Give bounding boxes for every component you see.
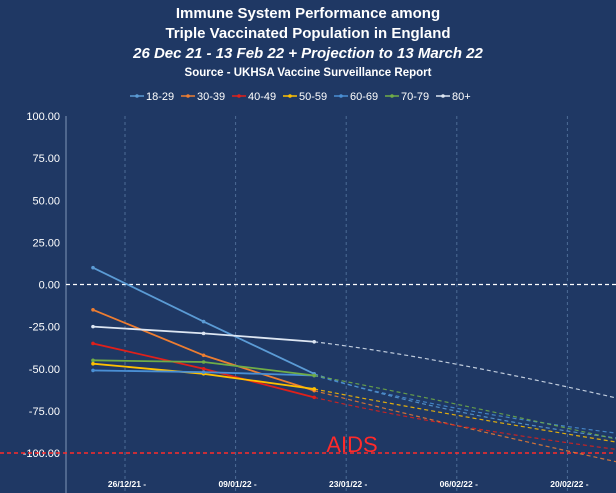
legend-label: 80+ (452, 91, 471, 103)
y-tick-label: 100.00 (26, 111, 60, 123)
data-point (91, 265, 95, 270)
legend-item-50-59: 50-59 (283, 91, 327, 103)
data-point (91, 307, 95, 312)
series-30-39 (91, 307, 616, 463)
x-tick-label: 26/12/21 - (108, 479, 146, 489)
y-tick-label: -100.00 (23, 448, 60, 460)
y-tick-label: -75.00 (29, 406, 60, 418)
legend-label: 60-69 (350, 91, 378, 103)
chart-source: Source - UKHSA Vaccine Surveillance Repo… (184, 67, 432, 79)
legend-marker (186, 94, 190, 98)
legend-label: 18-29 (146, 91, 174, 103)
data-point (201, 370, 206, 374)
legend-item-80+: 80+ (436, 91, 471, 103)
data-point (312, 339, 317, 344)
data-point (201, 360, 206, 364)
data-point (312, 395, 317, 400)
y-tick-label: 0.00 (39, 280, 60, 292)
projection-line (314, 374, 616, 434)
y-tick-label: 75.00 (32, 153, 60, 165)
grid (65, 116, 568, 493)
chart-title-line-1: Immune System Performance among (175, 5, 441, 22)
series-70-79 (91, 358, 616, 440)
x-tick-label: 20/02/22 - (550, 479, 588, 489)
data-point (201, 319, 206, 324)
x-axis: 26/12/21 - 09/01/22 - 23/01/22 - 06/02/22 -… (108, 479, 589, 489)
legend-marker (441, 94, 445, 98)
legend-marker (237, 94, 241, 98)
x-tick-label: 06/02/22 - (440, 479, 478, 489)
legend-label: 30-39 (197, 91, 225, 103)
data-point (91, 341, 95, 346)
legend-item-60-69: 60-69 (334, 91, 378, 103)
legend: 18-29 30-39 40-49 50-59 60-69 70-79 80+ (130, 91, 471, 103)
data-point (91, 358, 95, 363)
projection-line (314, 373, 616, 439)
legend-item-70-79: 70-79 (385, 91, 429, 103)
series-80+ (91, 324, 616, 399)
data-point (91, 361, 95, 366)
projection-line (314, 396, 616, 450)
y-tick-label: 50.00 (32, 195, 60, 207)
series-group (91, 265, 616, 463)
projection-line (314, 374, 616, 440)
chart-subtitle: 26 Dec 21 - 13 Feb 22 + Projection to 13… (133, 45, 483, 62)
legend-label: 50-59 (299, 91, 327, 103)
data-point (91, 324, 95, 329)
legend-marker (135, 94, 139, 98)
x-tick-label: 09/01/22 - (218, 479, 256, 489)
data-point (201, 353, 206, 358)
aids-reference-label: AIDS (326, 432, 377, 457)
legend-marker (339, 94, 343, 98)
y-axis: 100.00 75.00 50.00 25.00 0.00 -25.00 -50.00 -75… (23, 111, 60, 460)
data-point (201, 331, 206, 336)
y-tick-label: -25.00 (29, 322, 60, 334)
y-tick-label: -50.00 (29, 364, 60, 376)
data-point (201, 366, 206, 371)
legend-marker (390, 94, 394, 98)
series-40-49 (91, 341, 616, 450)
data-point (312, 373, 317, 378)
data-point (312, 387, 317, 391)
legend-label: 70-79 (401, 91, 429, 103)
chart-title-line-2: Triple Vaccinated Population in England (165, 25, 451, 42)
legend-label: 40-49 (248, 91, 276, 103)
projection-line (314, 388, 616, 443)
projection-line (314, 341, 616, 399)
projection-line (314, 390, 616, 463)
legend-item-40-49: 40-49 (232, 91, 276, 103)
reference-lines: AIDS (0, 283, 616, 457)
y-tick-label: 25.00 (32, 237, 60, 249)
legend-item-30-39: 30-39 (181, 91, 225, 103)
legend-marker (288, 94, 292, 98)
legend-item-18-29: 18-29 (130, 91, 174, 103)
data-point (91, 368, 95, 373)
x-tick-label: 23/01/22 - (329, 479, 367, 489)
